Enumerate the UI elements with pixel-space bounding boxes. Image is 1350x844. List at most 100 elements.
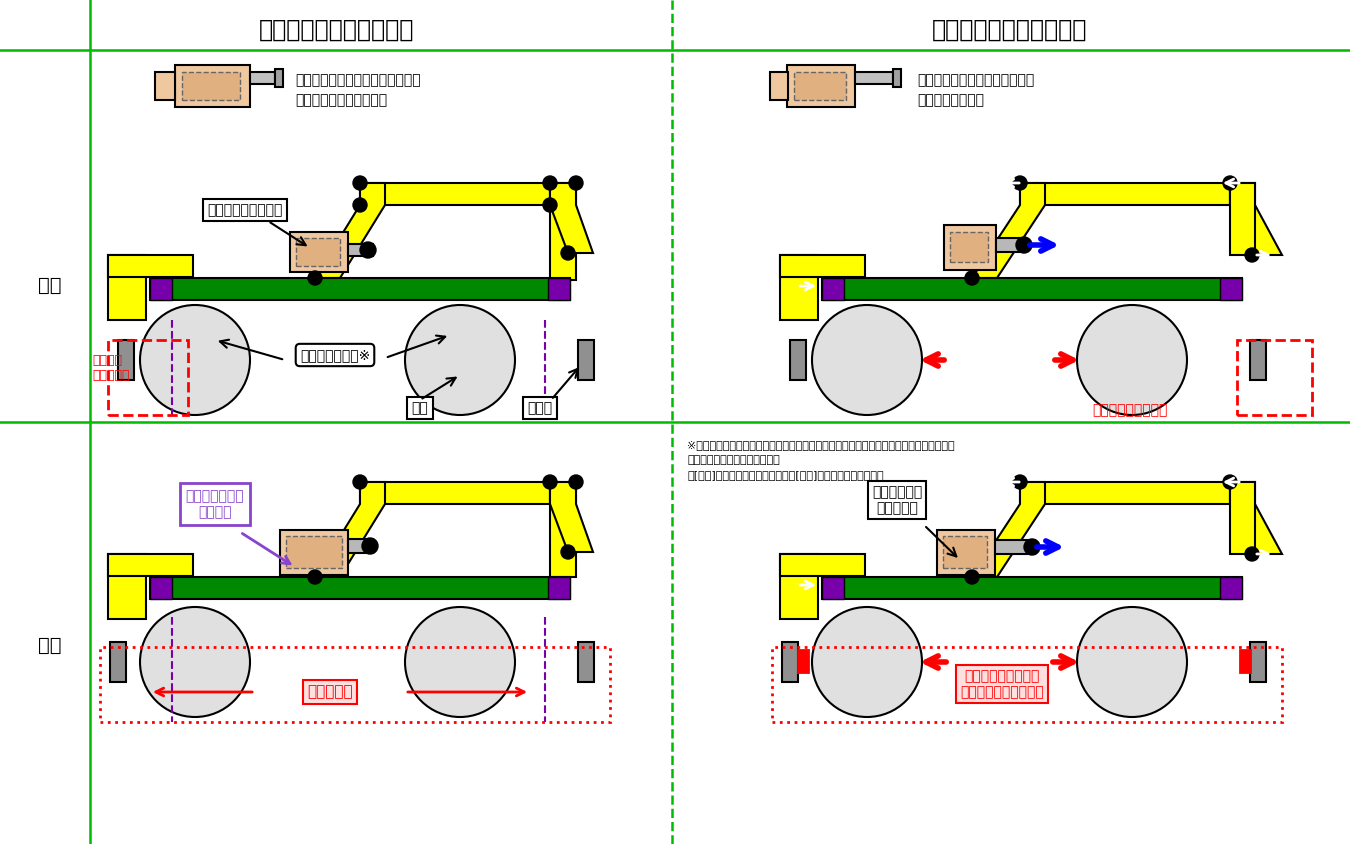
Polygon shape [549,183,593,253]
Circle shape [543,475,558,489]
Circle shape [562,545,575,559]
Polygon shape [1230,482,1282,554]
Circle shape [1017,237,1031,253]
Text: が車輪から離れている。: が車輪から離れている。 [296,93,387,107]
Text: 通常: 通常 [38,275,62,295]
Bar [182,72,240,100]
Bar [549,482,576,577]
Circle shape [405,607,514,717]
Text: 制輪子が車輪を押し
付けることができない: 制輪子が車輪を押し 付けることができない [960,669,1044,699]
Bar [296,238,340,266]
Bar [937,530,995,575]
Bar [996,238,1026,252]
Text: 制輪子が車輪に圧着: 制輪子が車輪に圧着 [1092,403,1168,417]
Polygon shape [1230,183,1282,255]
Bar [822,577,844,599]
Text: シリンダーが
伸びきった: シリンダーが 伸びきった [872,485,922,515]
Text: ※ターンバックル：長さを調節することで、制輪子と車輪の離れ（ブレーキシリンダーの
ストローク量）を調整する役割
　[長い]制輪子が車輪から離れる　[短い]制輪子: ※ターンバックル：長さを調節することで、制輪子と車輪の離れ（ブレーキシリンダーの… [687,440,954,479]
Circle shape [360,242,377,258]
Bar [822,278,844,300]
Bar [155,72,176,100]
Bar [1230,183,1256,255]
Bar [780,554,818,619]
Circle shape [543,198,558,212]
Text: 車輪に圧着する。: 車輪に圧着する。 [917,93,984,107]
Bar [1250,340,1266,380]
Circle shape [562,246,575,260]
Polygon shape [315,482,385,577]
Polygon shape [972,183,1045,278]
Circle shape [1077,607,1187,717]
Text: 隙間が広い: 隙間が広い [308,684,352,700]
Bar [150,278,171,300]
Bar [286,536,342,568]
Circle shape [352,176,367,190]
Bar [150,577,171,599]
Circle shape [543,176,558,190]
Circle shape [965,271,979,285]
Bar [1220,278,1242,300]
Bar [944,536,987,568]
Bar [780,554,865,576]
Polygon shape [549,482,593,552]
Bar [1241,650,1250,672]
Text: ストロークが伸びると制輪子が: ストロークが伸びると制輪子が [917,73,1034,87]
Circle shape [811,305,922,415]
Text: ブレーキシリンダー: ブレーキシリンダー [208,203,282,217]
Bar [822,278,1242,300]
Bar [176,65,250,107]
Text: 制輪子: 制輪子 [528,401,552,415]
Bar [275,69,284,87]
Bar [290,232,348,272]
Bar [1021,482,1230,504]
Bar [549,183,576,280]
Text: ターンバックル※: ターンバックル※ [300,348,370,362]
Circle shape [811,607,922,717]
Bar [108,255,193,277]
Circle shape [1077,305,1187,415]
Bar [360,482,549,504]
Circle shape [140,607,250,717]
Bar [108,554,193,576]
Circle shape [140,305,250,415]
Bar [578,642,594,682]
Bar [250,72,275,84]
Circle shape [568,176,583,190]
Text: 車輪: 車輪 [412,401,428,415]
Text: 今回: 今回 [38,636,62,654]
Circle shape [362,538,378,554]
Text: 「ブレーキをかけた時」: 「ブレーキをかけた時」 [933,18,1088,42]
Circle shape [1245,547,1260,561]
Bar [109,642,126,682]
Circle shape [1245,248,1260,262]
Bar [360,183,549,205]
Bar [108,255,146,320]
Bar [1250,642,1266,682]
Bar [892,69,900,87]
Bar [787,65,855,107]
Bar [780,255,818,320]
Bar [348,539,373,553]
Bar [117,340,134,380]
Bar [1021,183,1230,205]
Circle shape [1025,539,1040,555]
Bar [780,255,865,277]
Circle shape [405,305,514,415]
Bar [348,244,373,256]
Bar [944,225,996,270]
Circle shape [568,475,583,489]
Bar [798,650,809,672]
Bar [782,642,798,682]
Bar [790,340,806,380]
Bar [855,72,892,84]
Circle shape [352,475,367,489]
Bar [995,540,1035,554]
Bar [1230,482,1256,554]
Bar [150,577,570,599]
Circle shape [1223,176,1237,190]
Text: ターンバックル
が長過ぎ: ターンバックル が長過ぎ [186,489,244,519]
Polygon shape [315,183,385,278]
Circle shape [1223,475,1237,489]
Bar [279,530,348,575]
Bar [794,72,846,100]
